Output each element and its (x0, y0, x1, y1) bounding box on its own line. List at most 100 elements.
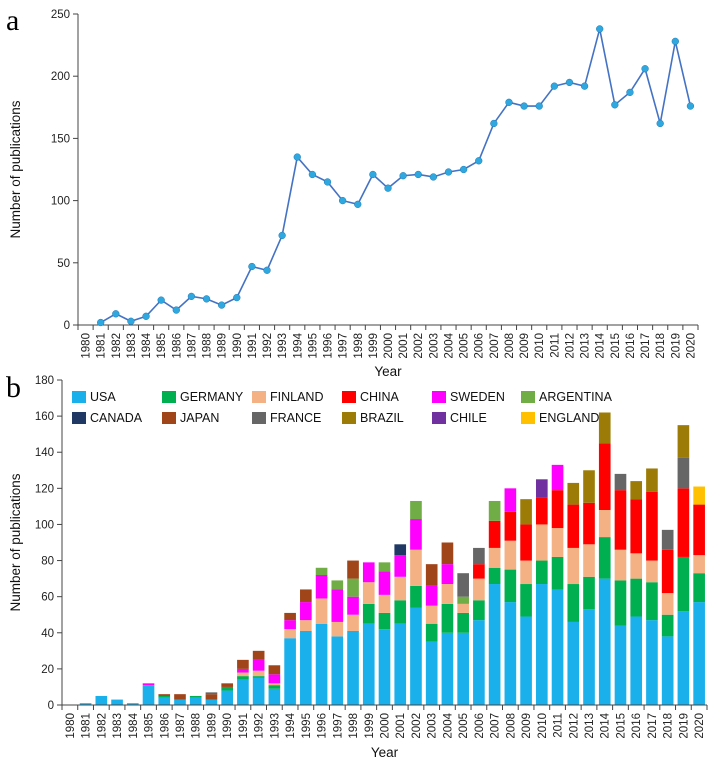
panel-b-x-tick-label: 1992 (254, 713, 266, 739)
panel-b-x-tick-label: 1998 (348, 713, 360, 739)
data-point (248, 262, 256, 271)
bar-segment (630, 499, 643, 554)
panel-b-x-tick-label: 1988 (191, 713, 203, 739)
panel-b-x-tick-label: 2019 (678, 713, 690, 739)
bar-segment (488, 500, 501, 521)
panel-b-letter: b (6, 371, 21, 404)
bar-segment (520, 584, 532, 617)
panel-b-x-tick-label: 2013 (584, 713, 596, 739)
bar-segment (189, 695, 202, 698)
panel-a-x-tick-label: 1995 (307, 333, 319, 359)
legend-label: USA (90, 390, 116, 404)
bar-segment (535, 584, 548, 705)
bar-segment (331, 580, 344, 590)
legend-swatch (252, 412, 266, 424)
panel-a-x-tick-label: 2014 (595, 332, 607, 358)
panel-b-y-tick-label: 160 (35, 411, 54, 423)
panel-b-x-tick-label: 2005 (458, 713, 470, 739)
data-point (338, 196, 347, 205)
panel-a-x-tick-label: 1992 (262, 333, 274, 359)
panel-a-x-tick-label: 1985 (156, 333, 168, 359)
bar-segment (661, 636, 674, 705)
panel-b-x-tick-label: 2012 (568, 713, 580, 739)
panel-b-x-tick-label: 1997 (332, 713, 344, 739)
bar-segment (221, 686, 234, 691)
bar-segment (268, 665, 281, 675)
bar-segment (205, 692, 218, 695)
bar-segment (441, 584, 454, 604)
bar-segment (315, 598, 328, 624)
legend-item: BRAZIL (342, 411, 404, 425)
panel-b-x-tick-label: 2007 (490, 713, 502, 739)
bar-segment (126, 703, 139, 705)
bar-segment (551, 556, 564, 590)
bar-segment (488, 584, 501, 705)
bar-segment (598, 443, 611, 510)
panel-a-x-tick-label: 1982 (111, 333, 123, 359)
panel-b-x-tick-label: 1980 (65, 713, 77, 739)
panel-b-x-tick-label: 1999 (364, 713, 376, 739)
legend-item: CHILE (432, 411, 487, 425)
legend-item: SWEDEN (432, 390, 505, 404)
bar-segment (598, 510, 611, 538)
bar-segment (520, 524, 532, 561)
bar-segment (378, 612, 391, 630)
bar-segment (693, 486, 705, 505)
legend-swatch (432, 391, 446, 403)
bar-segment (394, 576, 407, 601)
bar-segment (347, 578, 359, 597)
panel-a-x-tick-label: 2003 (428, 333, 440, 359)
stacked-bar-chart-panel-b: USA GERMANY FINLAND CHINA SWEDEN ARGENTINA CAN… (8, 375, 708, 760)
panel-b-x-tick-label: 2000 (380, 713, 392, 739)
bar-segment (142, 683, 155, 686)
panel-b-y-tick-label: 80 (41, 556, 54, 568)
panel-b-x-tick-label: 1983 (112, 713, 124, 739)
panel-b-x-tick-label: 2020 (694, 713, 706, 739)
panel-a-y-tick-label: 150 (51, 133, 70, 145)
bar-segment (315, 575, 328, 599)
bar-segment (284, 629, 296, 639)
bar-segment (551, 464, 564, 491)
data-point (444, 168, 453, 176)
legend-item: ARGENTINA (521, 390, 613, 404)
panel-b-x-tick-label: 1982 (96, 713, 108, 739)
bar-segment (457, 603, 469, 613)
bar-segment (646, 582, 658, 621)
legend-label: FINLAND (270, 390, 323, 404)
panel-a-x-tick-label: 1999 (368, 333, 380, 359)
bar-segment (378, 594, 391, 613)
bar-segment (583, 502, 595, 545)
panel-a-y-tick-label: 50 (57, 258, 70, 270)
data-point (414, 170, 422, 179)
bar-segment (284, 620, 296, 630)
bar-segment (331, 589, 344, 622)
bar-segment (488, 547, 501, 568)
panel-a-x-tick-label: 2017 (640, 333, 652, 359)
data-point (233, 293, 241, 302)
bar-segment (535, 479, 548, 498)
panel-a-x-tick-label: 1986 (171, 333, 183, 359)
bar-segment (677, 425, 690, 458)
bar-segment (362, 603, 375, 624)
panel-a-x-tick-label: 1996 (323, 333, 335, 359)
panel-b-x-tick-label: 1985 (144, 713, 156, 739)
bar-segment (504, 569, 517, 603)
bar-segment (268, 688, 281, 705)
panel-b-x-tick-label: 2001 (395, 713, 407, 739)
bar-segment (252, 659, 265, 671)
bar-segment (410, 549, 422, 586)
bar-segment (158, 697, 171, 705)
bar-segment (567, 584, 580, 622)
bar-segment (221, 690, 234, 705)
panel-a-x-tick-label: 1984 (141, 332, 153, 358)
bar-segment (630, 578, 643, 617)
bar-segment (630, 553, 643, 579)
bar-segment (378, 571, 391, 595)
panel-b-x-tick-label: 1981 (81, 713, 93, 739)
bar-segment (457, 573, 469, 597)
panel-b-x-tick-label: 2003 (427, 713, 439, 739)
legend-label: FRANCE (270, 411, 321, 425)
panel-b-y-axis-label: Number of publications (8, 473, 23, 611)
panel-b-x-tick-label: 1986 (159, 713, 171, 739)
